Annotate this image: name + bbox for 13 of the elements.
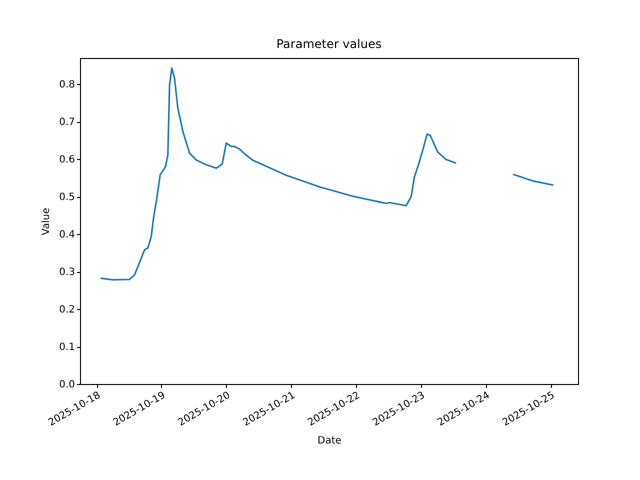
y-tick-label: 0.2	[59, 304, 75, 316]
x-axis-title: Date	[318, 436, 342, 447]
y-tick-label: 0.8	[59, 80, 75, 91]
y-tick-label: 0.3	[59, 267, 75, 278]
line-series	[100, 67, 456, 281]
y-tick-label: 0.4	[59, 230, 75, 241]
y-axis-title: Value	[41, 208, 52, 236]
y-tick-label: 0.1	[59, 342, 75, 354]
y-tick-label: 0.0	[59, 380, 75, 390]
chart-title: Parameter values	[276, 37, 382, 51]
y-tick-label: 0.5	[59, 192, 75, 204]
y-tick-label: 0.7	[59, 117, 75, 128]
y-tick-label: 0.6	[59, 154, 75, 166]
